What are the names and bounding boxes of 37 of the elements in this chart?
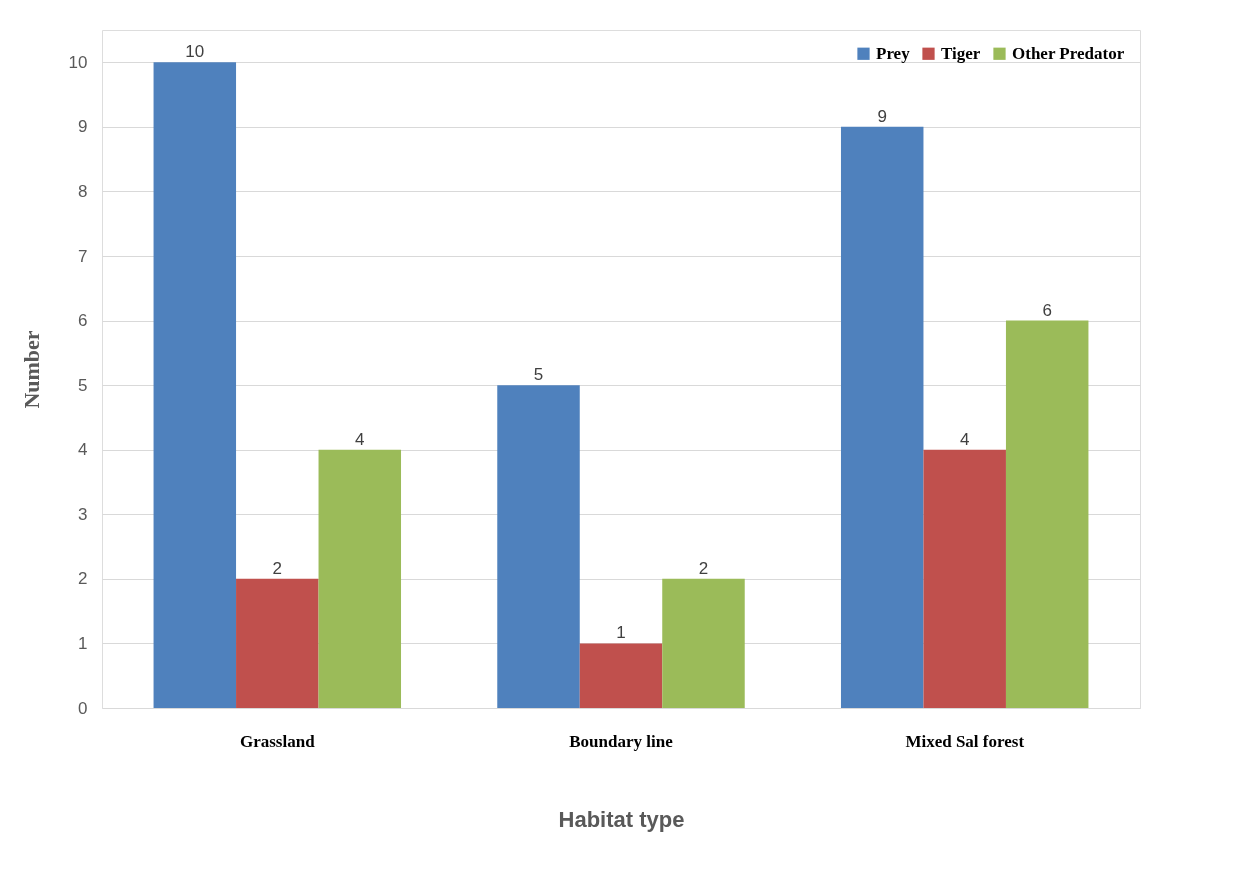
data-label: 10 (185, 42, 205, 62)
bar (497, 385, 580, 708)
y-tick-label: 1 (78, 633, 88, 653)
bar (579, 643, 663, 708)
y-tick-label: 2 (78, 569, 88, 589)
bar (840, 126, 924, 708)
y-tick-label: 5 (78, 375, 88, 395)
data-label: 9 (877, 106, 887, 126)
y-axis-title: Number (18, 330, 44, 409)
data-label: 2 (698, 558, 709, 578)
y-tick-label: 3 (78, 504, 88, 524)
y-tick-label: 6 (78, 311, 88, 331)
bar (318, 449, 402, 708)
y-tick-label: 7 (78, 246, 88, 266)
legend-label: Tiger (941, 43, 981, 63)
legend-label: Other Predator (1012, 43, 1125, 63)
data-label: 5 (533, 365, 544, 385)
y-tick-label: 0 (78, 698, 88, 718)
data-label: 4 (355, 429, 365, 449)
y-tick-label: 8 (78, 181, 88, 201)
x-tick-label: Mixed Sal forest (905, 731, 1025, 751)
data-label: 4 (959, 429, 970, 449)
bar (1005, 320, 1089, 708)
x-tick-label: Grassland (239, 731, 316, 751)
data-label: 2 (272, 558, 283, 578)
data-label: 6 (1042, 300, 1052, 320)
bar (236, 578, 319, 708)
data-label: 1 (616, 623, 626, 643)
bar (153, 62, 237, 708)
bar (662, 578, 745, 708)
y-tick-label: 4 (78, 440, 88, 460)
legend-label: Prey (876, 43, 911, 63)
x-axis-title: Habitat type (558, 806, 685, 832)
bar (923, 449, 1006, 708)
y-tick-label: 9 (78, 117, 88, 137)
y-tick-label: 10 (68, 52, 88, 72)
x-tick-label: Boundary line (569, 731, 674, 751)
